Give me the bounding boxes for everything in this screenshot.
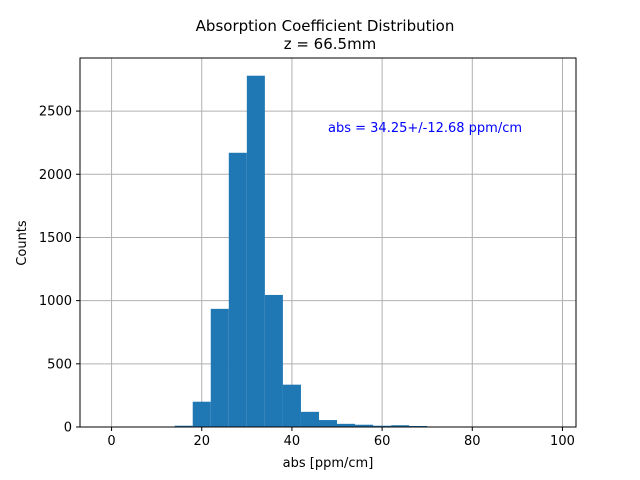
histogram-bar: [192, 401, 211, 427]
y-tick-label: 500: [47, 357, 72, 372]
y-tick-label: 1500: [39, 231, 72, 246]
y-axis-ticks: 0 500 1000 1500 2000 2500: [39, 105, 80, 436]
x-tick-label: 0: [107, 434, 115, 449]
x-axis-ticks: 0 20 40 60 80 100: [107, 427, 575, 449]
x-tick-label: 80: [464, 434, 481, 449]
histogram-bar: [264, 294, 283, 427]
plot-frame: [79, 57, 577, 428]
histogram-bar: [318, 420, 338, 427]
histogram-bar: [373, 425, 392, 427]
histogram-bar: [409, 425, 428, 427]
histogram-bar: [210, 308, 229, 427]
histogram-bar: [174, 425, 193, 427]
histogram-bar: [391, 425, 410, 427]
histogram-bar: [228, 152, 247, 427]
y-tick-label: 2000: [39, 168, 72, 183]
x-tick-label: 20: [193, 434, 210, 449]
histogram-bar: [300, 411, 319, 427]
histogram-bar: [246, 75, 265, 428]
histogram-bars: [174, 75, 464, 428]
x-tick-label: 40: [284, 434, 301, 449]
stats-annotation: abs = 34.25+/-12.68 ppm/cm: [328, 121, 522, 136]
histogram-bar: [282, 384, 301, 427]
y-tick-label: 0: [64, 421, 72, 436]
x-tick-label: 100: [550, 434, 575, 449]
x-tick-label: 60: [374, 434, 391, 449]
y-axis-label: Counts: [15, 220, 30, 266]
histogram-bar: [355, 424, 374, 427]
chart-title: Absorption Coefficient Distribution: [196, 17, 455, 35]
y-tick-label: 2500: [39, 105, 72, 120]
y-tick-label: 1000: [39, 294, 72, 309]
histogram-bar: [337, 423, 356, 427]
x-axis-label: abs [ppm/cm]: [283, 456, 374, 471]
chart-subtitle: z = 66.5mm: [284, 35, 377, 53]
